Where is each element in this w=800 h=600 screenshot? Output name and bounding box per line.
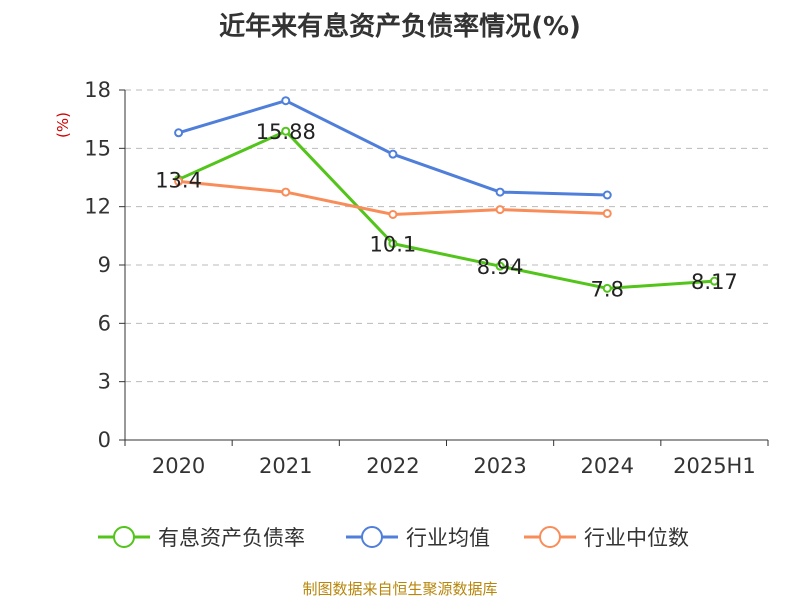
chart-title: 近年来有息资产负债率情况(%) <box>219 12 581 42</box>
legend-label: 行业均值 <box>406 526 490 550</box>
data-point-1 <box>602 190 612 200</box>
series-line-2 <box>178 179 608 216</box>
data-point-2 <box>281 187 291 197</box>
y-axis-label: (%) <box>54 112 72 138</box>
legend-marker-0 <box>113 526 135 548</box>
x-tick-label: 2025H1 <box>673 454 756 478</box>
data-point-1 <box>174 128 184 138</box>
legend-marker-1 <box>361 526 383 548</box>
data-point-0 <box>388 239 398 249</box>
data-label: 15.88 <box>256 120 316 144</box>
y-tick-label: 3 <box>98 370 111 394</box>
data-point-0 <box>281 126 291 136</box>
data-point-0 <box>495 261 505 271</box>
data-point-1 <box>495 187 505 197</box>
data-point-1 <box>281 96 291 106</box>
legend-marker-2 <box>539 526 561 548</box>
y-tick-label: 15 <box>84 136 111 160</box>
data-label: 10.1 <box>370 233 417 257</box>
data-point-1 <box>388 149 398 159</box>
x-tick-label: 2022 <box>366 454 419 478</box>
y-tick-label: 9 <box>98 253 111 277</box>
data-point-2 <box>388 209 398 219</box>
x-tick-label: 2024 <box>581 454 634 478</box>
legend-label: 有息资产负债率 <box>158 526 305 550</box>
x-tick-label: 2023 <box>473 454 526 478</box>
data-source-note: 制图数据来自恒生聚源数据库 <box>302 580 498 598</box>
y-tick-label: 12 <box>84 195 111 219</box>
legend-label: 行业中位数 <box>584 526 689 550</box>
x-tick-label: 2021 <box>259 454 312 478</box>
y-tick-label: 6 <box>98 311 111 335</box>
data-label: 8.17 <box>691 270 738 294</box>
data-label: 13.4 <box>155 168 202 192</box>
y-tick-label: 0 <box>98 428 111 452</box>
data-label: 8.94 <box>477 255 524 279</box>
data-label: 7.8 <box>591 277 624 301</box>
series-line-0 <box>177 129 715 290</box>
data-point-2 <box>174 176 184 186</box>
x-tick-label: 2020 <box>152 454 205 478</box>
data-point-2 <box>495 205 505 215</box>
y-tick-label: 18 <box>84 78 111 102</box>
data-point-0 <box>602 283 612 293</box>
data-point-2 <box>602 208 612 218</box>
data-point-0 <box>709 276 719 286</box>
